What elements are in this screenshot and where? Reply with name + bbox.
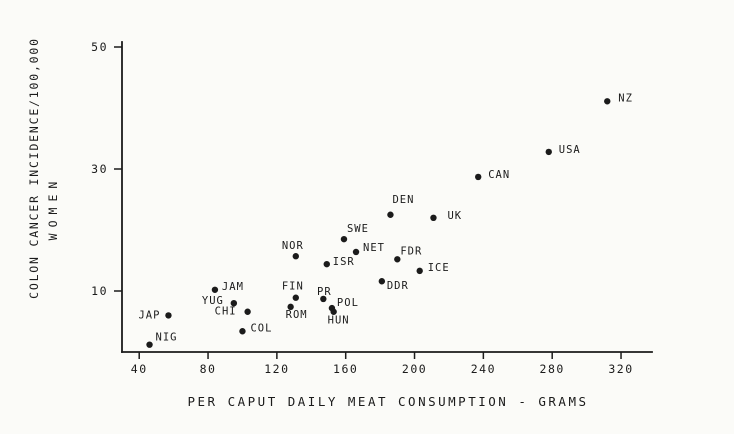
x-tick-label: 240 xyxy=(471,362,496,376)
x-tick-label: 320 xyxy=(608,362,633,376)
data-point-label-ROM: ROM xyxy=(286,309,308,321)
data-point-FDR xyxy=(394,256,401,263)
data-point-label-CAN: CAN xyxy=(488,169,510,181)
data-point-ICE xyxy=(416,267,423,275)
data-point-NET xyxy=(352,248,360,256)
data-point-ROM xyxy=(287,303,294,311)
y-axis-title-line1: COLON CANCER INCIDENCE/100,000 xyxy=(27,37,41,299)
data-point-JAP xyxy=(165,312,172,319)
data-point-YUG xyxy=(230,300,238,307)
x-tick-label: 120 xyxy=(264,362,289,376)
data-point-label-PR: PR xyxy=(317,286,332,298)
data-point-CAN xyxy=(475,173,482,181)
data-point-label-POL: POL xyxy=(337,297,359,309)
data-point-label-FIN: FIN xyxy=(282,281,304,293)
data-point-label-USA: USA xyxy=(559,144,581,156)
y-tick-label: 30 xyxy=(91,162,108,176)
x-tick-label: 80 xyxy=(200,362,217,376)
y-tick-label: 10 xyxy=(91,284,108,298)
data-point-label-NZ: NZ xyxy=(618,92,633,104)
data-point-label-NET: NET xyxy=(363,242,385,254)
y-tick-label: 50 xyxy=(91,40,108,54)
data-point-label-SWE: SWE xyxy=(347,223,369,235)
data-point-label-CHI: CHI xyxy=(215,306,237,318)
data-point-DEN xyxy=(387,211,394,218)
data-point-label-YUG: YUG xyxy=(202,295,224,307)
data-point-label-NIG: NIG xyxy=(156,332,178,344)
x-tick-label: 160 xyxy=(333,362,358,376)
data-point-COL xyxy=(239,328,246,335)
data-point-label-DDR: DDR xyxy=(387,280,409,292)
data-point-DDR xyxy=(378,278,386,285)
data-point-PR xyxy=(320,295,327,303)
axis-titles: COLON CANCER INCIDENCE/100,000 WOMEN PER… xyxy=(27,37,588,409)
data-point-label-COL: COL xyxy=(250,322,272,334)
y-axis-title-line2: WOMEN xyxy=(46,176,60,241)
x-tick-label: 280 xyxy=(540,362,565,376)
data-point-label-NOR: NOR xyxy=(282,240,304,252)
data-point-label-JAP: JAP xyxy=(138,309,160,321)
data-point-label-DEN: DEN xyxy=(392,194,414,206)
data-point-JAM xyxy=(211,286,219,293)
data-point-CHI xyxy=(244,308,251,315)
data-point-SWE xyxy=(340,235,348,243)
x-tick-label: 40 xyxy=(131,362,148,376)
data-point-label-UK: UK xyxy=(447,210,462,222)
data-point-label-JAM: JAM xyxy=(222,281,244,293)
data-point-label-ICE: ICE xyxy=(428,262,450,274)
data-point-USA xyxy=(545,148,552,156)
axes: 40 80 120 160 200 240 280 320 10 30 50 xyxy=(91,40,653,376)
x-axis-title: PER CAPUT DAILY MEAT CONSUMPTION - GRAMS xyxy=(187,394,588,409)
data-point-NZ xyxy=(604,98,611,105)
data-point-label-HUN: HUN xyxy=(328,315,350,327)
data-point-label-ISR: ISR xyxy=(333,256,355,268)
data-point-NOR xyxy=(292,253,299,260)
data-point-ISR xyxy=(323,260,330,268)
data-point-label-FDR: FDR xyxy=(400,245,422,257)
x-tick-label: 200 xyxy=(402,362,427,376)
data-point-HUN xyxy=(330,308,337,315)
data-point-FIN xyxy=(292,294,299,301)
data-point-NIG xyxy=(146,341,153,348)
data-point-UK xyxy=(430,214,437,221)
